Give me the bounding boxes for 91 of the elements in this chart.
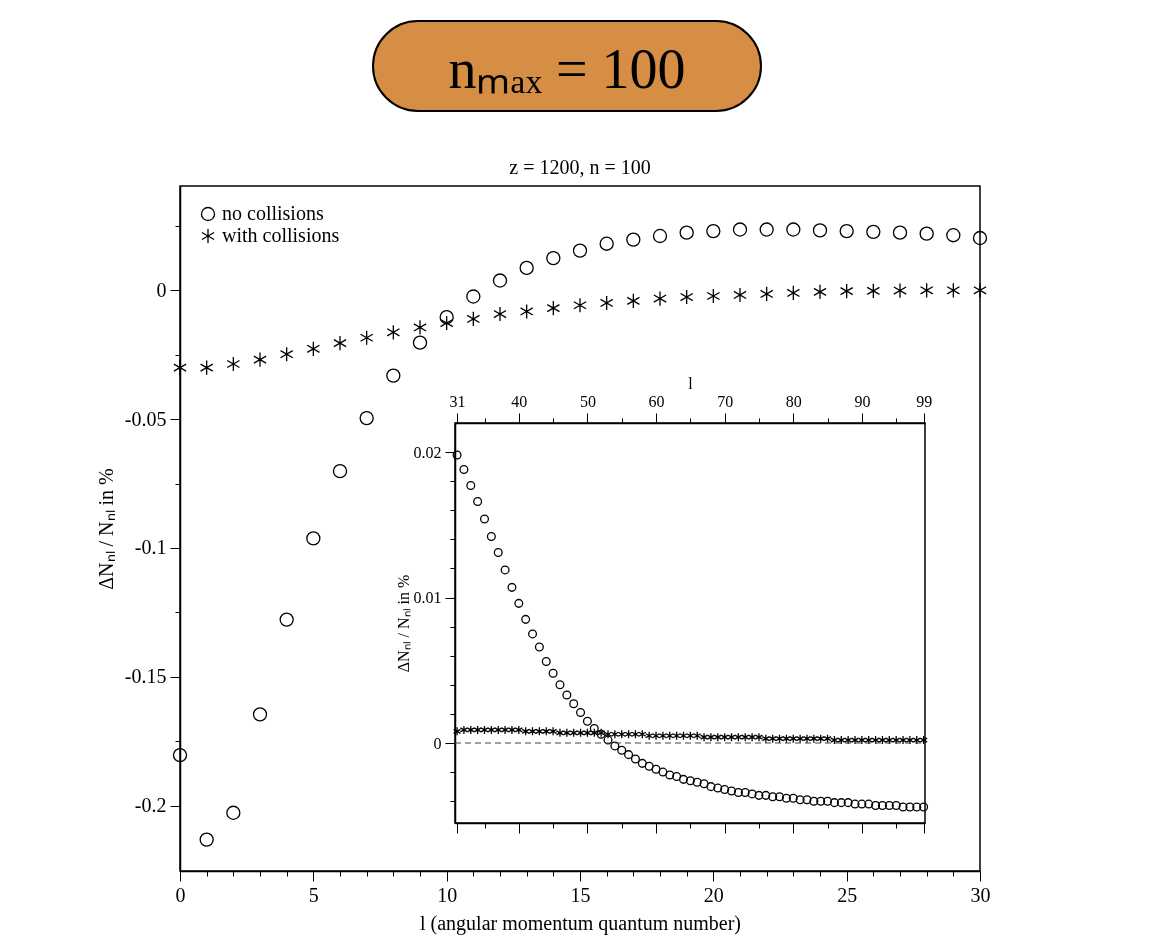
point xyxy=(706,223,721,239)
point xyxy=(839,283,854,299)
point xyxy=(866,224,881,240)
point xyxy=(173,359,187,376)
point xyxy=(786,222,801,237)
x-tick-label: 99 xyxy=(916,392,933,410)
x-tick-label: 20 xyxy=(703,883,724,906)
point xyxy=(626,232,641,247)
point xyxy=(733,287,747,303)
x-tick-label: 25 xyxy=(837,883,858,906)
legend-label: no collisions xyxy=(222,202,324,224)
point xyxy=(332,464,348,479)
point xyxy=(839,223,854,239)
point xyxy=(226,805,241,820)
point xyxy=(706,288,721,304)
point xyxy=(892,225,908,240)
point xyxy=(199,359,214,376)
point xyxy=(919,226,934,241)
y-tick-label: -0.2 xyxy=(134,794,167,817)
point xyxy=(226,356,241,372)
point xyxy=(759,222,774,237)
point xyxy=(866,283,881,299)
chart-title: nₘₐₓ = 100 xyxy=(372,20,762,112)
point xyxy=(333,335,347,351)
x-axis-title: l xyxy=(688,374,694,392)
point xyxy=(306,341,321,357)
point xyxy=(972,230,988,246)
chart-subtitle: z = 1200, n = 100 xyxy=(509,156,651,178)
x-tick-label: 70 xyxy=(717,392,734,410)
point xyxy=(946,282,961,299)
y-axis-title: ΔNₙₗ / Nₙₗ in % xyxy=(394,574,412,673)
x-tick-label: 5 xyxy=(308,883,319,906)
x-tick-label: 40 xyxy=(511,392,528,410)
point xyxy=(253,351,267,368)
point xyxy=(519,303,534,320)
x-tick-label: 30 xyxy=(970,883,991,906)
point xyxy=(466,311,481,327)
y-tick-label: -0.15 xyxy=(124,665,167,688)
y-axis-title: ΔNₙₗ / Nₙₗ in % xyxy=(94,468,117,590)
point xyxy=(679,225,694,240)
point xyxy=(759,286,774,302)
point xyxy=(466,289,481,304)
point xyxy=(519,260,534,276)
point xyxy=(813,284,827,300)
x-tick-label: 10 xyxy=(437,883,458,906)
point xyxy=(599,236,614,251)
point xyxy=(599,295,614,311)
point xyxy=(546,300,561,316)
point xyxy=(946,228,961,243)
legend-label: with collisions xyxy=(222,224,340,246)
point xyxy=(919,282,934,299)
point xyxy=(973,282,987,299)
point xyxy=(306,531,321,546)
point xyxy=(493,306,507,322)
point xyxy=(386,368,401,383)
point xyxy=(359,330,374,346)
x-axis-title: l (angular momentum quantum number) xyxy=(419,911,742,935)
x-tick-label: 15 xyxy=(570,883,591,906)
x-tick-label: 50 xyxy=(579,392,596,410)
y-tick-label: 0 xyxy=(156,278,167,301)
point xyxy=(786,285,801,301)
point xyxy=(412,335,428,350)
x-tick-label: 31 xyxy=(449,392,466,410)
point xyxy=(413,319,427,336)
point xyxy=(679,289,694,305)
point xyxy=(573,297,587,313)
point xyxy=(653,290,667,307)
y-tick-label: 0.02 xyxy=(413,443,442,461)
point xyxy=(359,410,374,426)
x-tick-label: 80 xyxy=(785,392,802,410)
point xyxy=(626,293,641,309)
y-tick-label: -0.05 xyxy=(124,407,167,430)
point xyxy=(279,346,294,362)
y-tick-label: 0 xyxy=(433,734,442,752)
point xyxy=(572,243,588,258)
point xyxy=(199,832,214,847)
y-tick-label: 0.01 xyxy=(413,589,442,607)
x-tick-label: 90 xyxy=(854,392,871,410)
point xyxy=(546,250,561,266)
point xyxy=(812,223,828,238)
point xyxy=(279,612,294,627)
point xyxy=(492,273,508,288)
point xyxy=(252,707,268,722)
x-tick-label: 0 xyxy=(175,883,186,906)
x-tick-label: 60 xyxy=(648,392,665,410)
y-tick-label: -0.1 xyxy=(134,536,167,559)
point xyxy=(893,282,907,299)
point xyxy=(386,324,401,341)
point xyxy=(652,228,668,244)
point xyxy=(732,222,748,237)
point xyxy=(172,747,188,763)
